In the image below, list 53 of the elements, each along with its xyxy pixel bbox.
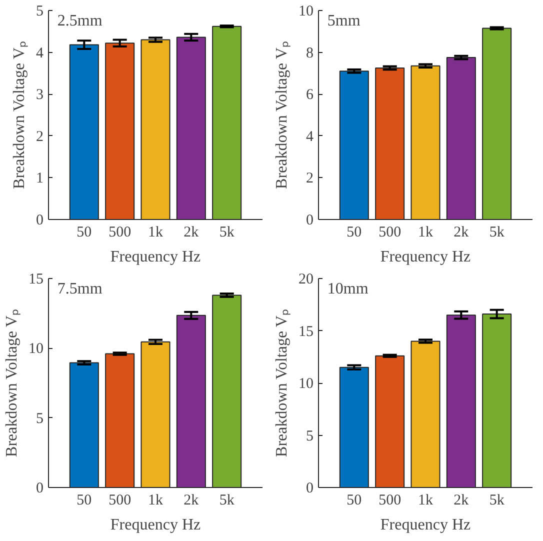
y-axis-title: Breakdown Voltage Vₚ: [11, 42, 28, 189]
y-axis-title: Breakdown Voltage Vₚ: [274, 42, 290, 189]
y-tick-label: 15: [298, 324, 314, 340]
x-tick-label: 50: [346, 224, 362, 240]
x-tick-label: 500: [108, 492, 132, 508]
y-tick-label: 20: [298, 272, 314, 288]
y-axis-title: Breakdown Voltage Vₚ: [274, 310, 290, 457]
y-tick-label: 10: [28, 341, 44, 358]
x-tick-label: 500: [378, 492, 402, 508]
x-axis-title: Frequency Hz: [380, 516, 471, 534]
y-tick-label: 0: [36, 212, 44, 228]
y-tick-label: 0: [306, 480, 314, 496]
x-tick-label: 2k: [184, 492, 200, 508]
y-tick-label: 4: [36, 45, 44, 62]
x-tick-label: 1k: [148, 224, 164, 240]
y-tick-label: 15: [28, 272, 44, 288]
annotation: 5mm: [327, 12, 361, 30]
annotation: 2.5mm: [57, 12, 103, 30]
x-tick-label: 50: [346, 492, 362, 508]
y-tick-label: 8: [306, 45, 314, 62]
y-tick-label: 5: [36, 410, 44, 427]
x-tick-label: 1k: [418, 224, 434, 240]
y-tick-label: 3: [36, 87, 44, 104]
x-tick-label: 500: [378, 224, 402, 240]
y-tick-label: 6: [306, 87, 314, 104]
y-tick-label: 0: [306, 212, 314, 228]
x-tick-label: 50: [76, 492, 92, 508]
y-tick-label: 2: [306, 170, 314, 187]
x-axis-title: Frequency Hz: [110, 248, 201, 266]
y-tick-label: 5: [36, 4, 44, 20]
y-tick-label: 10: [298, 4, 314, 20]
x-tick-label: 2k: [454, 492, 470, 508]
x-tick-label: 5k: [219, 492, 235, 508]
x-axis-title: Frequency Hz: [110, 516, 201, 534]
x-axis-title: Frequency Hz: [380, 248, 471, 266]
x-tick-label: 5k: [489, 492, 505, 508]
annotation: 7.5mm: [57, 280, 103, 298]
y-tick-label: 10: [298, 376, 314, 392]
y-axis-title: Breakdown Voltage Vₚ: [4, 310, 20, 457]
x-tick-label: 2k: [454, 224, 470, 240]
x-tick-label: 2k: [184, 224, 200, 240]
x-tick-label: 1k: [418, 492, 434, 508]
y-tick-label: 0: [36, 480, 44, 496]
y-tick-label: 5: [306, 428, 314, 444]
x-tick-label: 5k: [219, 224, 235, 240]
x-tick-label: 5k: [489, 224, 505, 240]
y-tick-label: 2: [36, 128, 44, 145]
x-tick-label: 50: [76, 224, 92, 240]
x-tick-label: 500: [108, 224, 132, 240]
y-tick-label: 4: [306, 128, 314, 145]
x-tick-label: 1k: [148, 492, 164, 508]
y-tick-label: 1: [36, 170, 44, 187]
annotation: 10mm: [327, 280, 369, 298]
